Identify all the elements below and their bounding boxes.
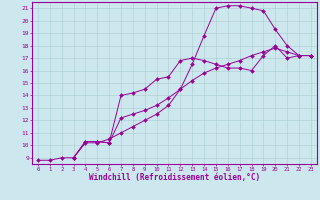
X-axis label: Windchill (Refroidissement éolien,°C): Windchill (Refroidissement éolien,°C) — [89, 173, 260, 182]
